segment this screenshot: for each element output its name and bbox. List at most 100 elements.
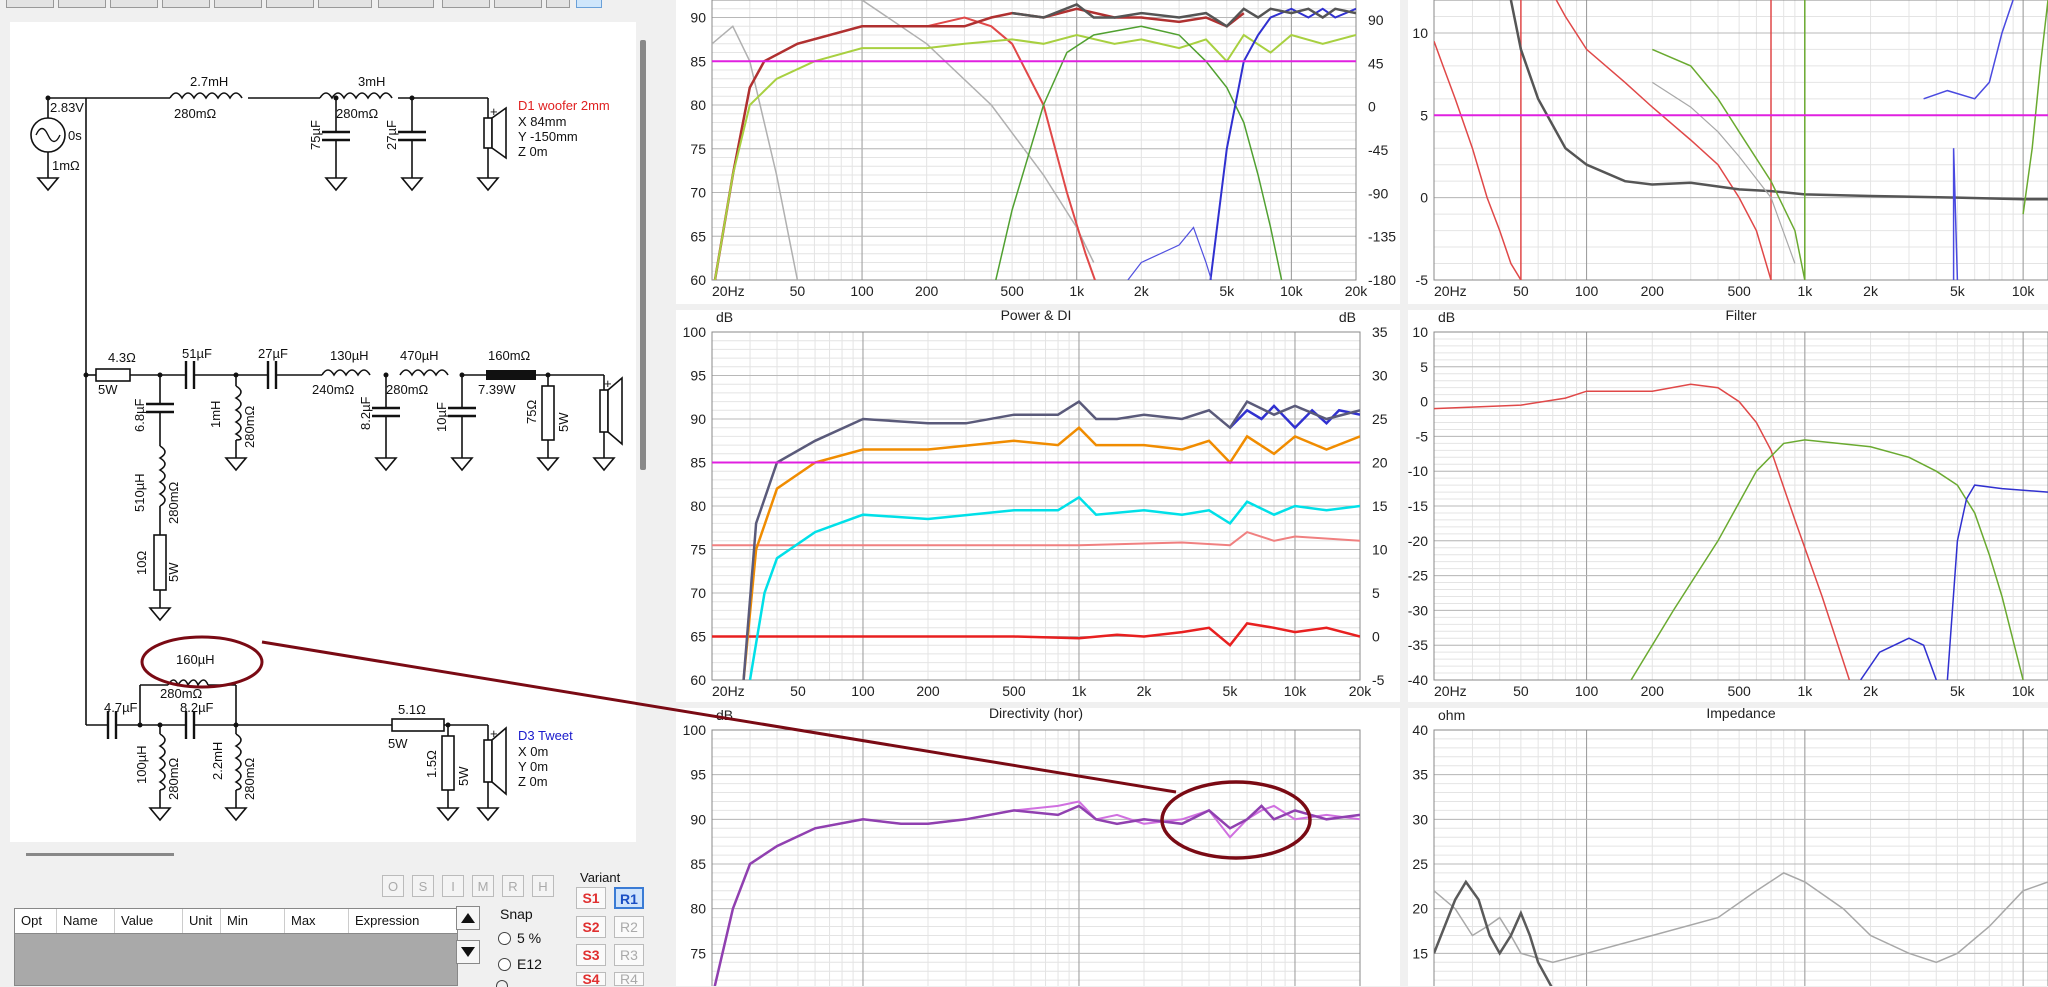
combined-top-curve [1011,2,1356,28]
woofer-filter-curve [1434,383,1851,680]
toolbar-button[interactable] [494,0,542,8]
impedance-chart[interactable]: 15 20 25 30 35 40 Impedance ohm [1408,708,2048,986]
opt-h-button[interactable]: H [532,875,554,897]
directivity-chart-panel[interactable]: 75 80 85 90 95 100 Directivity (hor) dB [676,708,1400,986]
variant-r4-button[interactable]: R4 [614,972,644,986]
col-name[interactable]: Name [57,909,115,933]
group-delay-chart-panel[interactable]: 20Hz 50 100 200 500 1k 2k 5k 10k -5 0 5 10 [1408,0,2048,304]
variant-r3-button[interactable]: R3 [614,944,644,966]
tweet-ltop-res: 280mΩ [160,686,203,701]
snap-option-5pct[interactable]: 5 % [498,930,541,946]
x-tick-label: 50 [1513,283,1529,299]
move-up-button[interactable] [456,906,480,930]
series-group [1434,872,2048,986]
col-opt[interactable]: Opt [15,909,57,933]
opt-o-button[interactable]: O [382,875,404,897]
y2-tick-label: -45 [1368,142,1388,158]
x-tick-label: 1k [1797,683,1813,699]
optimizer-table[interactable]: Opt Name Value Unit Min Max Expression [14,908,458,986]
schematic-canvas[interactable]: 2.83V 0s 1mΩ 2.7mH 280mΩ 3mH 280mΩ 75µF … [10,22,636,842]
red-level-curve [712,622,1360,647]
mid-r3-value: 75Ω [524,400,539,424]
y-tick-label: -35 [1408,637,1428,653]
schematic-horizontal-scrollbar[interactable] [26,853,174,856]
spl-chart-panel[interactable]: 20Hz 50 100 200 500 1k 2k 5k 10k 20k 60 65 70 75 80 85 9… [676,0,1400,304]
power-di-chart[interactable]: 20Hz 50 100 200 500 1k 2k 5k 10k 20k6065707580859… [676,310,1400,702]
filter-chart-panel[interactable]: 20Hz 50 100 200 500 1k 2k 5k 10k -40 -35 -30 -25 -20-… [1408,310,2048,702]
opt-s-button[interactable]: S [412,875,434,897]
snap-option-e12[interactable]: E12 [498,956,542,972]
y-tick-label: 35 [1412,767,1428,783]
directivity-chart[interactable]: 75 80 85 90 95 100 Directivity (hor) dB [676,708,1400,986]
y-tick-label: 100 [683,324,707,340]
mid-c4-label: 10µF [434,402,449,432]
x-tick-label: 20Hz [1434,283,1467,299]
snap-option-label: 5 % [517,930,542,946]
y-tick-label: 80 [690,901,706,917]
on-axis-power-curve [1229,404,1360,430]
filter-chart[interactable]: 20Hz 50 100 200 500 1k 2k 5k 10k-40-35-30-25-20-… [1408,310,2048,702]
opt-i-button[interactable]: I [442,875,464,897]
toolbar-button[interactable] [214,0,262,8]
toolbar-button[interactable] [546,0,570,8]
variant-s2-button[interactable]: S2 [576,916,606,938]
y2-tick-label: 90 [1368,12,1384,28]
toolbar-button[interactable] [318,0,372,8]
radio-icon[interactable] [498,957,511,971]
toolbar-button[interactable] [6,0,54,8]
radio-icon[interactable] [498,931,511,945]
opt-r-button[interactable]: R [502,875,524,897]
col-expression[interactable]: Expression [355,913,420,928]
toolbar-button[interactable] [162,0,210,8]
y-tick-label: 5 [1420,107,1428,123]
col-value[interactable]: Value [115,909,183,933]
woofer-l1-value: 2.7mH [190,74,228,89]
toolbar-button-active[interactable] [576,0,602,8]
opt-m-button[interactable]: M [472,875,494,897]
schematic-panel[interactable]: 2.83V 0s 1mΩ 2.7mH 280mΩ 3mH 280mΩ 75µF … [10,22,636,842]
x-tick-label: 1k [1072,683,1088,699]
toolbar-button[interactable] [442,0,490,8]
mid-r3-power: 5W [556,412,571,432]
y-tick-label: 20 [1412,901,1428,917]
variant-s4-button[interactable]: S4 [576,972,606,986]
y-tick-label: -20 [1408,533,1428,549]
toolbar-button[interactable] [378,0,434,8]
tweet-c2-label: 8.2µF [180,700,214,715]
variant-r2-button[interactable]: R2 [614,916,644,938]
radio-icon[interactable] [496,980,508,987]
variant-r1-button[interactable]: R1 [614,887,644,909]
y-tick-label: 85 [690,856,706,872]
chart-background [1408,0,2048,304]
variant-s3-button[interactable]: S3 [576,944,606,966]
variant-s1-button[interactable]: S1 [576,887,606,909]
mid-shunt-r-value: 10Ω [134,551,149,575]
schematic-vertical-scrollbar[interactable] [640,40,646,470]
y-tick-label: 25 [1412,856,1428,872]
y-tick-label: 90 [690,811,706,827]
source-voltage-label: 2.83V [50,100,84,115]
tweeter-filter-curve [1859,637,1938,680]
toolbar-button[interactable] [58,0,106,8]
total-spl-curve [713,7,1245,280]
y-tick-label: 70 [690,185,706,201]
spl-chart[interactable]: 20Hz 50 100 200 500 1k 2k 5k 10k 20k 60 65 70 75 80 85 9… [676,0,1400,304]
toolbar-button[interactable] [266,0,314,8]
power-di-chart-panel[interactable]: 20Hz 50 100 200 500 1k 2k 5k 10k 20k 60 65 70 75 80 85 9… [676,310,1400,702]
group-delay-chart[interactable]: 20Hz 50 100 200 500 1k 2k 5k 10k -5 0 5 10 [1408,0,2048,304]
y-tick-label: 90 [690,10,706,26]
chart-title: Directivity (hor) [989,708,1083,721]
col-unit[interactable]: Unit [183,909,221,933]
toolbar [0,0,610,12]
tweet-driver-z: Z 0m [518,774,548,789]
y2-tick-label: -135 [1368,229,1396,245]
move-down-button[interactable] [456,940,480,964]
chart-title: Filter [1725,310,1756,323]
toolbar-button[interactable] [110,0,158,8]
y-tick-label: -25 [1408,568,1428,584]
impedance-chart-panel[interactable]: 15 20 25 30 35 40 Impedance ohm [1408,708,2048,986]
mid-l2-value: 470µH [400,348,439,363]
woofer-c1-label: 75µF [308,120,323,150]
col-max[interactable]: Max [285,909,349,933]
col-min[interactable]: Min [221,909,285,933]
